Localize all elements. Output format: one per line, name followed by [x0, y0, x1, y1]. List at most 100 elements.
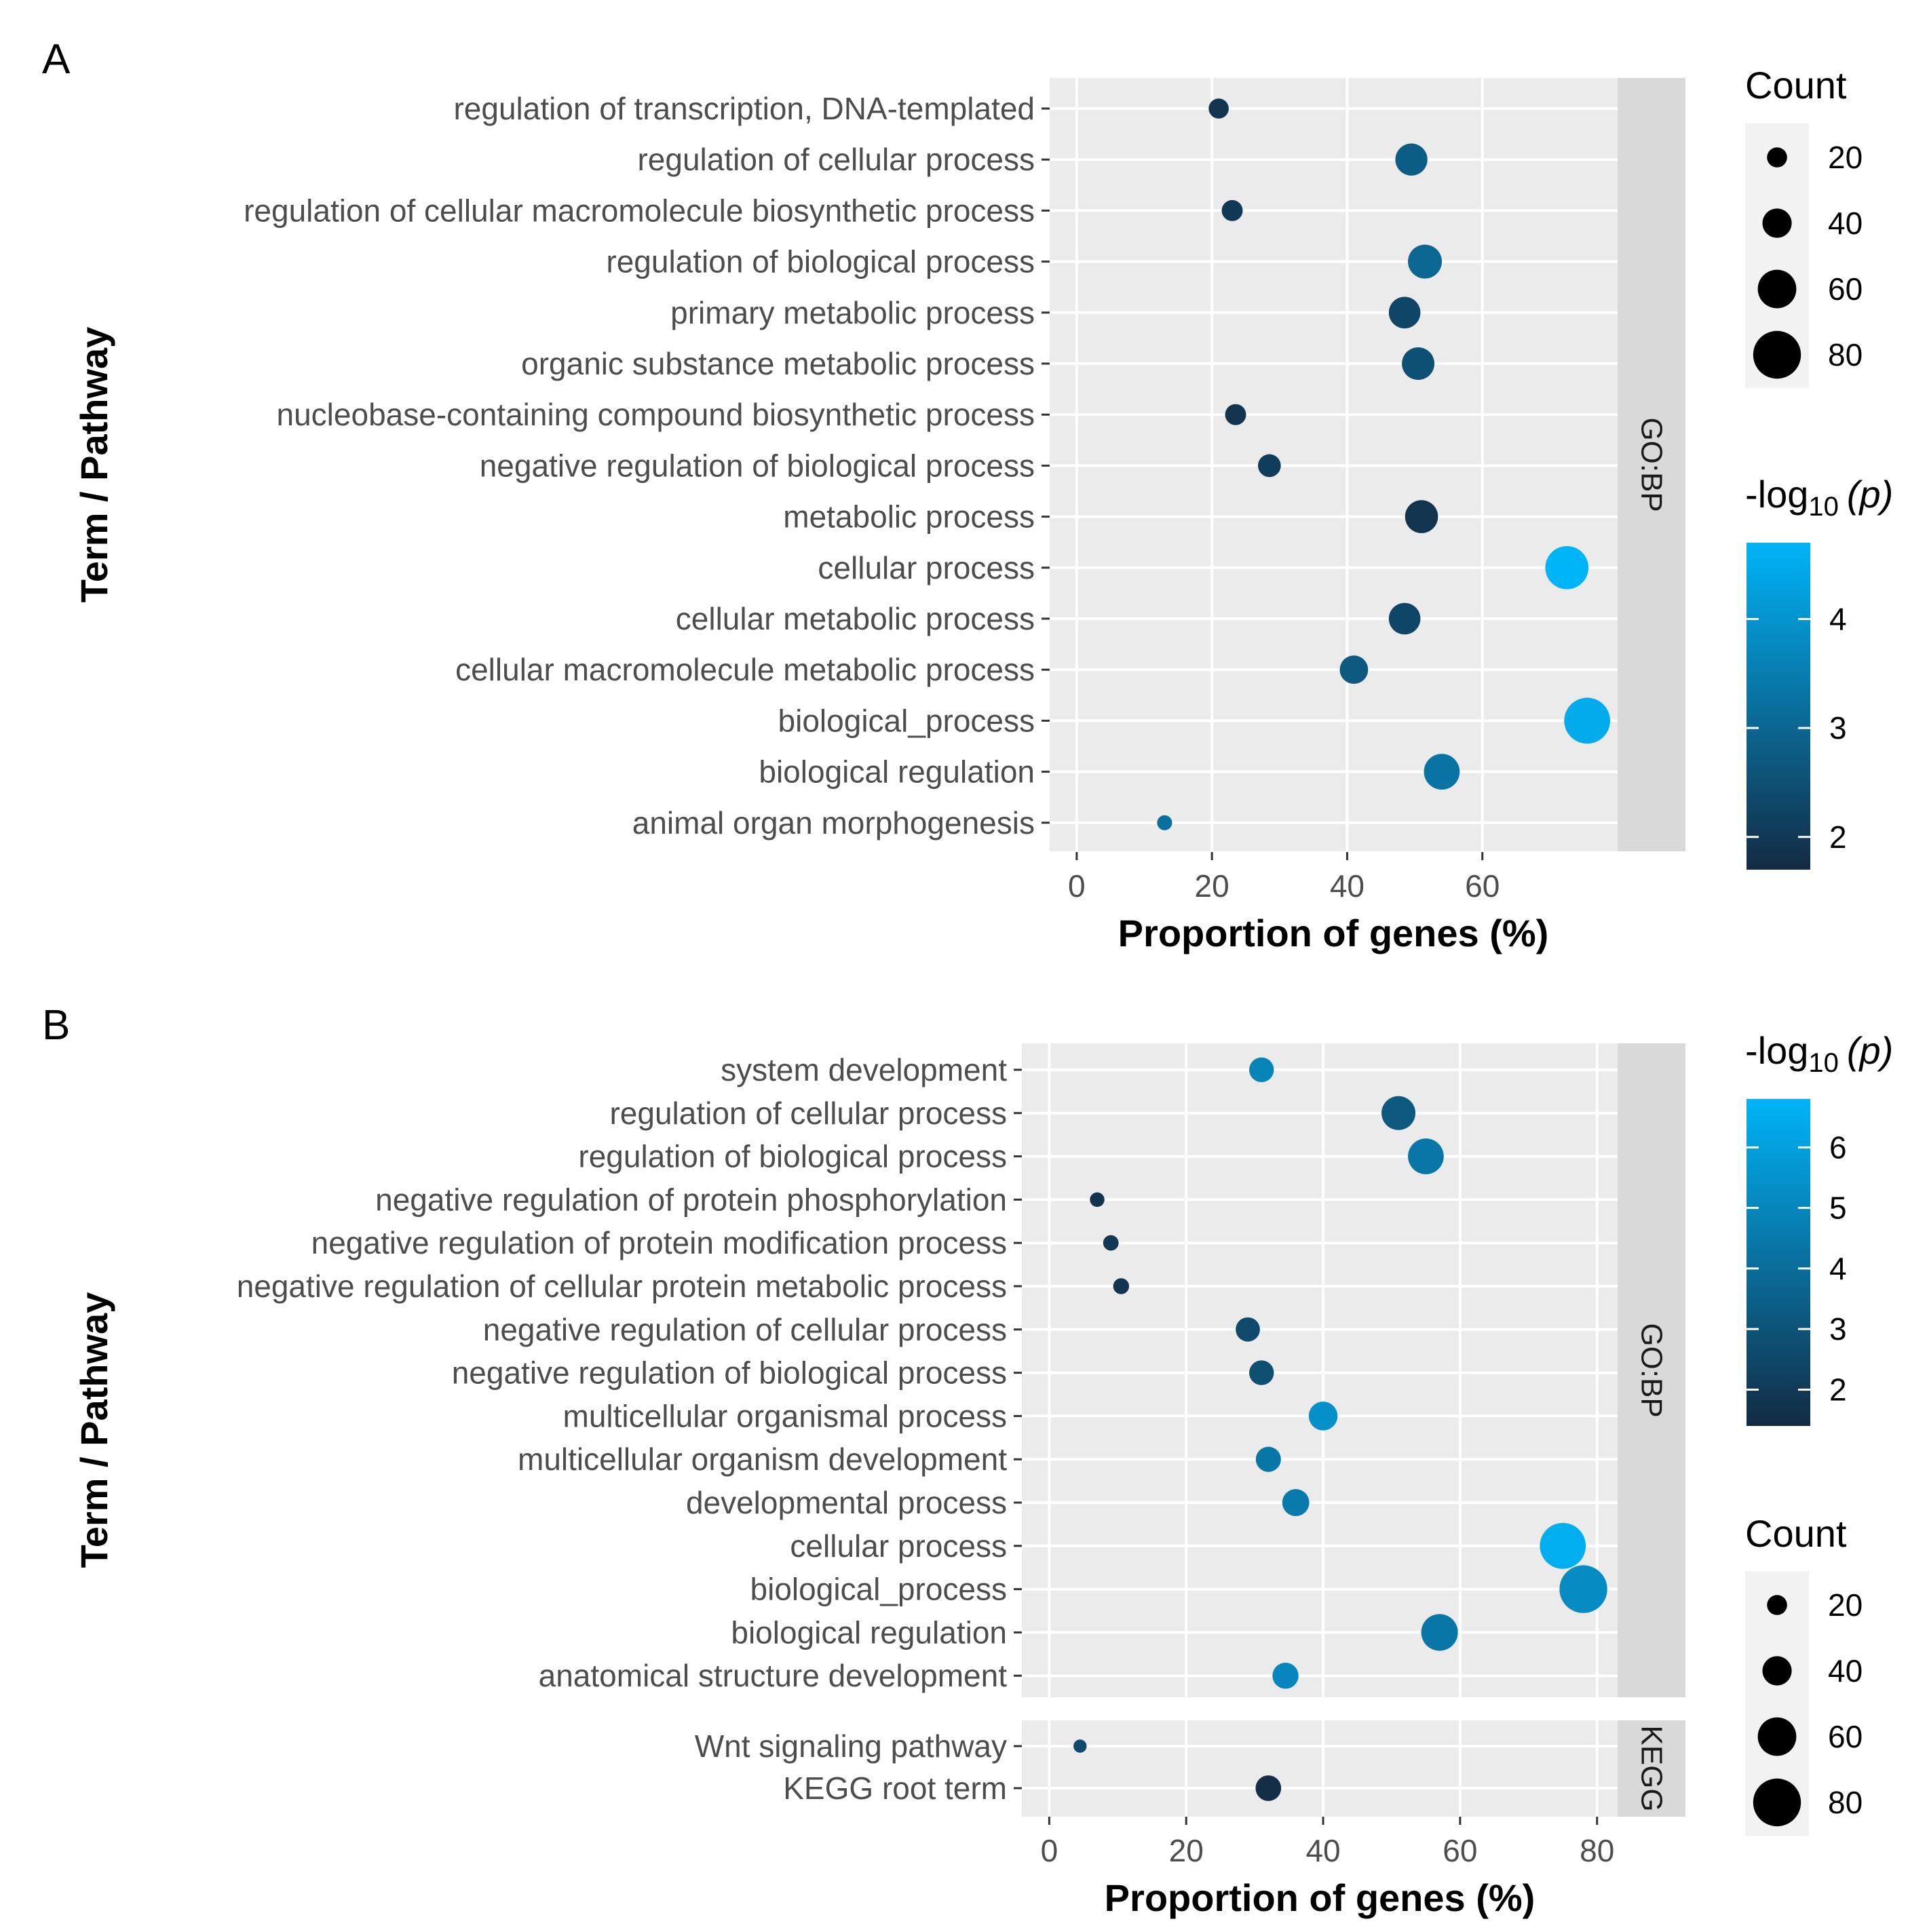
size-legend-key [1762, 1656, 1792, 1686]
size-legend-key [1757, 269, 1797, 309]
term-label: biological regulation [731, 1615, 1007, 1650]
color-legend-bar [1747, 1099, 1810, 1426]
color-legend-label: 3 [1829, 710, 1847, 746]
term-label: negative regulation of biological proces… [452, 1355, 1007, 1391]
term-label: cellular macromolecule metabolic process [455, 652, 1035, 687]
data-point [1236, 1317, 1260, 1342]
color-legend-title-var: (p) [1847, 473, 1893, 516]
plot-background [1022, 1720, 1618, 1817]
color-legend-title-sub: 10 [1808, 1048, 1839, 1078]
panel-b: B GO:BP system development regulation of ce… [42, 1002, 1893, 1919]
size-legend-key [1753, 330, 1801, 379]
x-axis-title: Proportion of genes (%) [1118, 912, 1549, 954]
term-label: negative regulation of protein phosphory… [375, 1182, 1007, 1217]
term-label: regulation of biological process [578, 1139, 1007, 1174]
facet-strip-label: GO:BP [1635, 1323, 1668, 1417]
term-label: cellular metabolic process [676, 601, 1035, 636]
facet-strip-label: KEGG [1635, 1725, 1668, 1811]
color-legend-title-var: (p) [1847, 1029, 1893, 1072]
term-label: negative regulation of cellular process [483, 1312, 1007, 1347]
y-axis-title: Term / Pathway [73, 1292, 115, 1568]
data-point [1073, 1739, 1087, 1753]
x-tick-label: 20 [1195, 868, 1229, 904]
term-label: negative regulation of protein modificat… [311, 1225, 1007, 1260]
facet-strip [1618, 1043, 1685, 1697]
term-label: KEGG root term [783, 1771, 1007, 1806]
data-point [1090, 1192, 1105, 1208]
size-legend-label: 60 [1828, 271, 1863, 307]
panel-letter: A [42, 36, 71, 83]
data-point [1225, 404, 1246, 425]
data-point [1282, 1489, 1310, 1516]
facet-strip [1618, 1720, 1685, 1817]
color-legend-label: 6 [1829, 1129, 1847, 1165]
term-label: cellular process [790, 1528, 1007, 1564]
size-legend-key [1753, 1778, 1801, 1827]
term-label: multicellular organismal process [563, 1398, 1007, 1433]
color-legend-title: -log10 (p) [1745, 473, 1893, 522]
plot-background [1022, 1043, 1618, 1697]
data-point [1559, 1565, 1607, 1613]
panel-a: A GO:BP regulation of transcription, DNA-t… [42, 36, 1893, 954]
x-tick-label: 0 [1068, 868, 1086, 904]
facet-gobp: GO:BP regulation of transcription, DNA-te… [244, 78, 1685, 851]
color-legend-label: 2 [1829, 819, 1847, 855]
x-tick-label: 60 [1443, 1833, 1477, 1868]
data-point [1395, 143, 1428, 176]
size-legend-label: 20 [1828, 140, 1863, 175]
data-point [1249, 1057, 1274, 1083]
data-point [1405, 500, 1438, 533]
color-legend-label: 5 [1829, 1191, 1847, 1226]
term-label: system development [721, 1052, 1007, 1087]
x-tick-label: 40 [1330, 868, 1365, 904]
color-legend: -log10 (p) 2 3 4 [1745, 473, 1893, 870]
facet-strip [1618, 78, 1685, 851]
term-label: regulation of transcription, DNA-templat… [453, 91, 1035, 126]
term-label: regulation of cellular macromolecule bio… [244, 193, 1035, 228]
facet-gobp: GO:BP system development regulation of cel… [237, 1043, 1685, 1697]
x-tick-label: 0 [1041, 1833, 1058, 1868]
data-point [1308, 1402, 1338, 1431]
color-legend-title-sub: 10 [1808, 492, 1839, 522]
data-point [1408, 1138, 1444, 1174]
term-label: negative regulation of cellular protein … [237, 1269, 1007, 1304]
term-label: nucleobase-containing compound biosynthe… [277, 397, 1035, 432]
data-point [1545, 546, 1589, 590]
term-label: organic substance metabolic process [521, 346, 1035, 381]
facet-kegg: KEGG Wnt signaling pathway KEGG root term [695, 1720, 1685, 1817]
term-label: metabolic process [783, 499, 1035, 535]
term-label: regulation of cellular process [637, 142, 1035, 177]
size-legend-label: 40 [1828, 206, 1863, 241]
size-legend-key [1762, 208, 1792, 238]
data-point [1540, 1522, 1586, 1569]
data-point [1564, 697, 1611, 744]
term-label: primary metabolic process [670, 295, 1035, 330]
data-point [1421, 1614, 1458, 1651]
color-legend-label: 4 [1829, 601, 1847, 636]
data-point [1157, 815, 1172, 830]
size-legend-label: 40 [1828, 1653, 1863, 1688]
color-legend-title-main: -log [1745, 1029, 1808, 1072]
term-label: anatomical structure development [539, 1658, 1008, 1693]
color-legend-title-main: -log [1745, 473, 1808, 516]
y-axis-title: Term / Pathway [73, 327, 115, 603]
x-tick-label: 20 [1169, 1833, 1204, 1868]
size-legend-title: Count [1745, 64, 1847, 107]
term-label: regulation of cellular process [609, 1096, 1007, 1131]
size-legend-key [1767, 147, 1787, 168]
color-legend-label: 4 [1829, 1251, 1847, 1286]
data-point [1255, 1775, 1282, 1801]
x-tick-label: 40 [1305, 1833, 1340, 1868]
data-point [1255, 1446, 1281, 1472]
data-point [1257, 454, 1281, 478]
term-label: regulation of biological process [606, 244, 1035, 279]
facet-strip-label: GO:BP [1635, 417, 1668, 511]
data-point [1272, 1662, 1299, 1689]
data-point [1221, 199, 1243, 221]
color-legend-label: 2 [1829, 1372, 1847, 1407]
color-legend: -log10 (p) 2 3 4 5 6 [1745, 1029, 1893, 1426]
term-label: negative regulation of biological proces… [480, 448, 1035, 483]
data-point [1388, 602, 1421, 635]
data-point [1103, 1235, 1119, 1251]
x-tick-label: 60 [1465, 868, 1500, 904]
